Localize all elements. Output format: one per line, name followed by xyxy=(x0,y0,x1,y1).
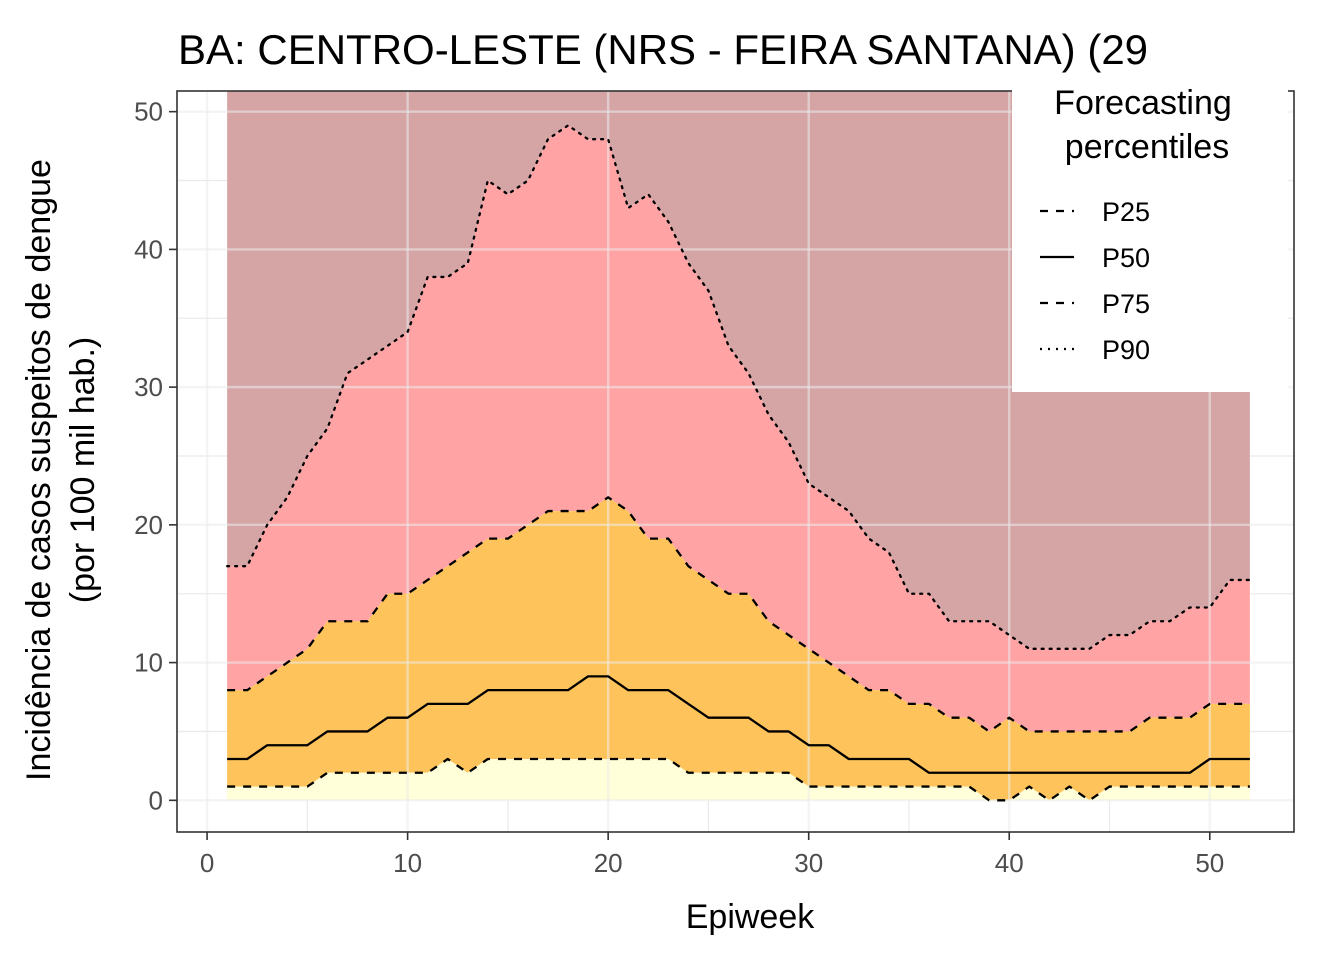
band-below-p25 xyxy=(227,759,1250,801)
legend-label-p90: P90 xyxy=(1102,335,1150,365)
line-p75 xyxy=(227,496,1250,733)
legend-entries: P25 P50 P75 P90 xyxy=(1040,197,1150,365)
legend-label-p25: P25 xyxy=(1102,197,1150,227)
y-axis: 0 10 20 30 40 50 xyxy=(134,97,177,815)
chart-title: BA: CENTRO-LESTE (NRS - FEIRA SANTANA) (… xyxy=(178,26,1148,73)
legend: Forecasting percentiles P25 P50 P75 P90 xyxy=(1012,80,1288,392)
y-tick-label: 10 xyxy=(134,648,163,678)
band-above-p90 xyxy=(227,91,1250,649)
y-axis-title: Incidência de casos suspeitos de dengue … xyxy=(20,159,102,781)
percentile-bands xyxy=(227,91,1250,801)
band-p25-p75 xyxy=(227,497,1250,801)
x-tick-label: 50 xyxy=(1195,848,1224,878)
x-axis: 0 10 20 30 40 50 xyxy=(200,832,1224,878)
percentile-lines xyxy=(225,124,1252,802)
legend-label-p75: P75 xyxy=(1102,289,1150,319)
legend-background xyxy=(1012,80,1288,392)
band-p75-p90 xyxy=(227,125,1250,732)
line-p25 xyxy=(227,757,1250,802)
legend-title-line1: Forecasting xyxy=(1054,84,1232,122)
x-tick-label: 20 xyxy=(594,848,623,878)
y-axis-title-line2: (por 100 mil hab.) xyxy=(64,337,102,603)
x-axis-title: Epiweek xyxy=(686,898,816,936)
panel-border xyxy=(176,90,1295,833)
line-p50 xyxy=(227,675,1250,774)
legend-title-line2: percentiles xyxy=(1065,128,1229,166)
y-tick-label: 40 xyxy=(134,234,163,264)
y-tick-label: 50 xyxy=(134,97,163,127)
x-tick-label: 40 xyxy=(995,848,1024,878)
y-tick-label: 30 xyxy=(134,372,163,402)
y-tick-label: 0 xyxy=(149,785,163,815)
y-tick-label: 20 xyxy=(134,510,163,540)
x-tick-label: 30 xyxy=(794,848,823,878)
x-tick-label: 10 xyxy=(393,848,422,878)
x-tick-label: 0 xyxy=(200,848,214,878)
legend-label-p50: P50 xyxy=(1102,243,1150,273)
y-axis-title-line1: Incidência de casos suspeitos de dengue xyxy=(20,159,58,781)
